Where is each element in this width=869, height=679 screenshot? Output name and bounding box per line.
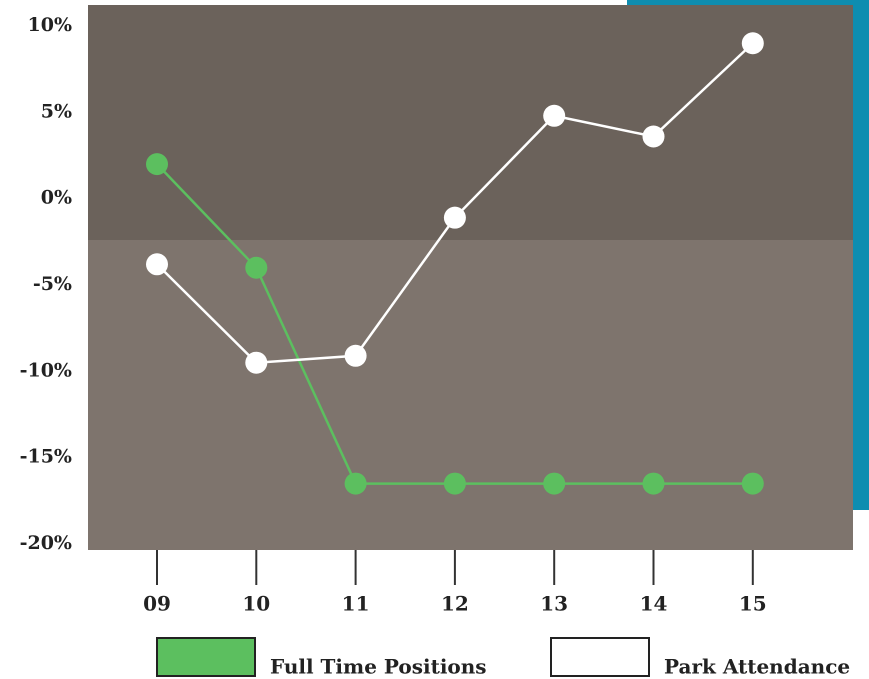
- y-tick-label: -10%: [20, 359, 72, 381]
- x-tick-label: 13: [540, 592, 568, 616]
- data-point: [344, 344, 367, 367]
- legend-swatch: [156, 637, 256, 677]
- y-tick-label: -5%: [33, 273, 72, 295]
- data-point: [443, 472, 466, 495]
- data-point: [642, 125, 665, 148]
- x-tick-label: 09: [143, 592, 171, 616]
- data-point: [245, 256, 268, 279]
- data-point: [344, 472, 367, 495]
- rocks-area: [88, 240, 853, 550]
- y-tick-label: -20%: [20, 532, 72, 554]
- data-point: [642, 472, 665, 495]
- data-point: [245, 351, 268, 374]
- legend-label: Park Attendance: [664, 655, 850, 679]
- legend-swatch: [550, 637, 650, 677]
- data-point: [146, 253, 168, 276]
- x-tick-label: 15: [739, 592, 767, 616]
- data-point: [543, 104, 566, 127]
- data-point: [543, 472, 566, 495]
- data-point: [741, 472, 764, 495]
- x-tick-label: 14: [640, 592, 668, 616]
- data-point: [741, 32, 764, 55]
- y-tick-label: 0%: [41, 187, 72, 209]
- x-tick-label: 11: [342, 592, 370, 616]
- data-point: [146, 153, 168, 176]
- x-tick-label: 10: [242, 592, 270, 616]
- y-tick-label: 10%: [28, 14, 73, 36]
- y-tick-label: -15%: [20, 446, 72, 468]
- data-point: [443, 206, 466, 229]
- y-tick-label: 5%: [41, 100, 72, 122]
- x-tick-label: 12: [441, 592, 469, 616]
- legend-label: Full Time Positions: [270, 655, 487, 679]
